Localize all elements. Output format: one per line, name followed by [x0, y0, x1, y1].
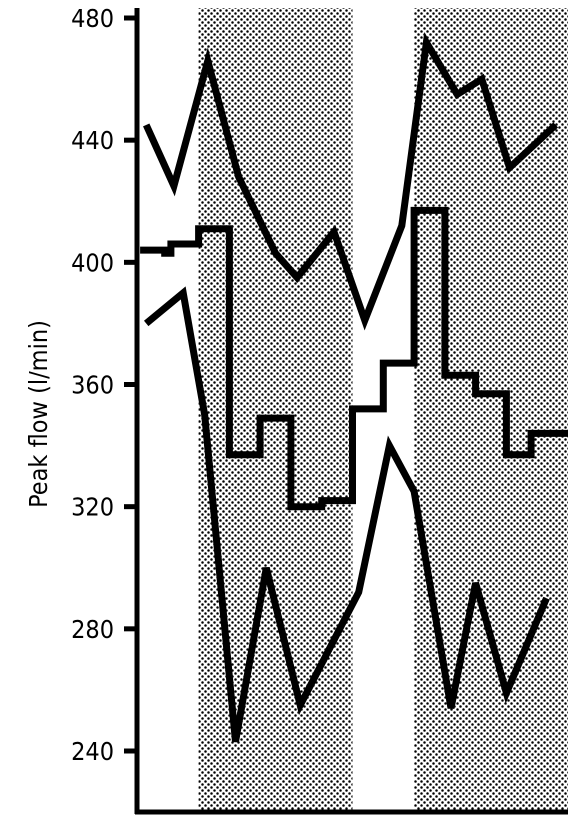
- y-axis: 240 280 320 360 400 440 480: [71, 4, 568, 815]
- series-lines: [140, 31, 568, 743]
- y-tick-label-400: 400: [71, 248, 114, 277]
- shaded-period-1: [198, 8, 353, 811]
- y-tick-label-240: 240: [71, 737, 114, 766]
- y-tick-label-480: 480: [71, 4, 114, 33]
- y-tick-label-440: 440: [71, 126, 114, 155]
- y-axis-label: Peak flow (l/min): [24, 320, 53, 508]
- y-tick-label-360: 360: [71, 371, 114, 400]
- series-line-1: [143, 31, 559, 331]
- y-tick-label-320: 320: [71, 493, 114, 522]
- series-line-2: [140, 206, 568, 511]
- shaded-period-2: [414, 8, 568, 811]
- series-line-3: [143, 286, 550, 743]
- y-tick-label-280: 280: [71, 615, 114, 644]
